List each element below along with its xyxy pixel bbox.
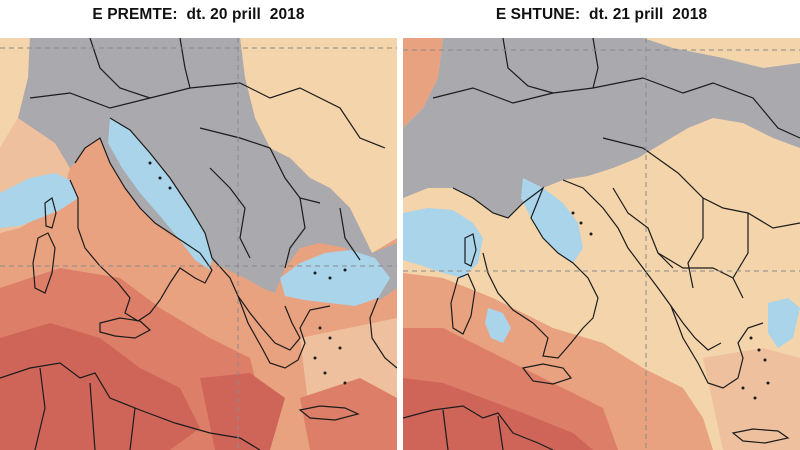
dust-field-very-high-south bbox=[200, 373, 285, 450]
map-canvas-left bbox=[0, 38, 397, 450]
inland-border-7 bbox=[284, 197, 306, 269]
crete-coastline bbox=[731, 428, 790, 444]
no-dust-land-mask bbox=[403, 38, 800, 218]
dust-field-medium-northwest bbox=[403, 38, 443, 128]
adriatic-sea-mask bbox=[521, 178, 583, 263]
north-africa-coastline bbox=[0, 362, 261, 450]
africa-border-3 bbox=[129, 407, 136, 450]
country-borders bbox=[403, 38, 800, 450]
sardinia-coastline bbox=[450, 273, 476, 335]
dust-field-low-east bbox=[703, 348, 800, 450]
inland-border-5 bbox=[199, 127, 321, 204]
dust-field-low-northeast bbox=[240, 38, 397, 253]
inland-border-6 bbox=[612, 187, 674, 269]
dust-field-very-high-southwest bbox=[0, 323, 200, 450]
balkan-coastline bbox=[562, 179, 722, 351]
inland-border-2 bbox=[89, 38, 151, 99]
italy-coastline bbox=[452, 186, 599, 359]
map-panel-left: E PREMTE: dt. 20 prill 2018 bbox=[0, 0, 397, 450]
panel-title-left: E PREMTE: dt. 20 prill 2018 bbox=[92, 6, 305, 23]
africa-border-2 bbox=[497, 415, 504, 450]
turkey-coastline bbox=[369, 297, 397, 369]
north-africa-coastline bbox=[403, 405, 554, 450]
aegean-sea-mask bbox=[280, 250, 390, 306]
inland-border-4 bbox=[239, 82, 386, 149]
tyrrhenian-sea-mask bbox=[0, 173, 78, 228]
dust-field-very-low-west bbox=[0, 38, 30, 148]
lat-lon-grid bbox=[0, 38, 397, 450]
crete-coastline bbox=[298, 405, 360, 421]
panel-divider bbox=[397, 38, 403, 450]
africa-border-1 bbox=[34, 367, 46, 450]
balkan-coastline bbox=[109, 117, 301, 351]
dust-field-very-high-south bbox=[403, 378, 593, 450]
island-markers bbox=[571, 211, 770, 400]
inland-border-4 bbox=[642, 77, 800, 139]
sardinia-coastline bbox=[32, 232, 56, 294]
inland-border-3 bbox=[592, 38, 599, 89]
sicily-coastline bbox=[99, 317, 152, 339]
inland-border-9 bbox=[657, 252, 734, 279]
greece-coastline bbox=[237, 295, 331, 369]
inland-border-1 bbox=[432, 77, 644, 104]
inland-border-6 bbox=[209, 167, 251, 259]
adriatic-sea-mask bbox=[108, 118, 212, 270]
africa-border-2 bbox=[89, 382, 96, 450]
inland-border-7 bbox=[687, 198, 704, 289]
island-markers bbox=[148, 161, 347, 385]
map-panel-right: E SHTUNE: dt. 21 prill 2018 bbox=[403, 0, 800, 450]
lat-lon-grid bbox=[403, 38, 800, 450]
inland-border-1 bbox=[29, 82, 241, 109]
inland-border-5 bbox=[602, 137, 800, 229]
sicily-coastline bbox=[521, 363, 573, 385]
africa-border-1 bbox=[442, 409, 449, 450]
forecast-map-right bbox=[403, 38, 800, 450]
tyrrhenian-sea-mask bbox=[403, 208, 483, 278]
italy-coastline bbox=[69, 137, 213, 322]
greece-coastline bbox=[670, 305, 764, 389]
no-dust-land-mask bbox=[18, 38, 372, 293]
corsica-coastline bbox=[464, 233, 477, 267]
aegean-sea-mask bbox=[768, 298, 800, 348]
country-borders bbox=[0, 38, 397, 450]
inland-border-8 bbox=[732, 213, 749, 299]
corsica-coastline bbox=[44, 197, 57, 229]
ionian-sea-mask bbox=[485, 308, 511, 343]
map-canvas-right bbox=[403, 38, 800, 450]
inland-border-2 bbox=[502, 38, 554, 94]
forecast-map-left bbox=[0, 38, 397, 450]
panel-title-right: E SHTUNE: dt. 21 prill 2018 bbox=[495, 6, 708, 23]
inland-border-8 bbox=[339, 207, 361, 261]
dust-field-high-southeast bbox=[300, 378, 397, 450]
